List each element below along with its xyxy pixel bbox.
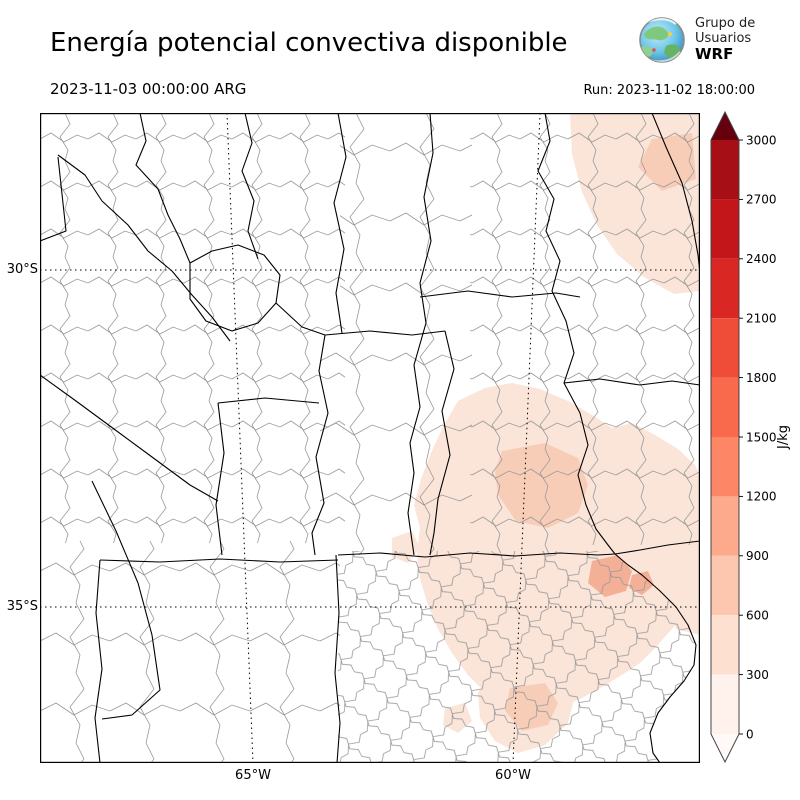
map-area	[39, 112, 701, 764]
colorbar-under-arrow	[711, 734, 739, 762]
logo-text: Grupo de Usuarios WRF	[695, 16, 755, 64]
colorbar-segments	[711, 140, 739, 734]
colorbar-tick-label: 0	[746, 727, 754, 741]
coastline	[614, 553, 697, 764]
globe-icon	[639, 17, 685, 63]
lon-tick-label-60w: 60°W	[495, 768, 531, 783]
colorbar-segment	[711, 258, 739, 319]
colorbar-segment	[711, 674, 739, 734]
colorbar-area: 3000 2700 2400 2100 1800 1500 1200 900 6…	[701, 106, 800, 800]
colorbar-tick-label: 300	[746, 668, 769, 682]
colorbar-unit-label: J/kg	[776, 425, 791, 450]
map-canvas	[39, 112, 701, 764]
map-frame	[40, 113, 700, 763]
colorbar-tick-label: 600	[746, 609, 769, 623]
colorbar-segment	[711, 140, 739, 200]
logo-line-3: WRF	[695, 45, 734, 64]
lon-tick-label-65w: 65°W	[235, 768, 271, 783]
colorbar: 3000 2700 2400 2100 1800 1500 1200 900 6…	[710, 110, 791, 764]
gridline-60w	[512, 112, 541, 764]
colorbar-tick-label: 2400	[746, 252, 777, 266]
page-title: Energía potencial convectiva disponible	[50, 28, 568, 58]
colorbar-tick-label: 900	[746, 549, 769, 563]
colorbar-tick-label: 1500	[746, 430, 777, 444]
graticule-layer	[40, 112, 700, 764]
colorbar-segment	[711, 555, 739, 616]
colorbar-over-arrow	[711, 112, 739, 140]
colorbar-tick-label: 2700	[746, 193, 777, 207]
colorbar-segment	[711, 199, 739, 259]
colorbar-tick-label: 1800	[746, 371, 777, 385]
department-boundaries-layer	[40, 113, 700, 763]
colorbar-segment	[711, 437, 739, 497]
province-boundaries-layer	[39, 112, 701, 764]
colorbar-segment	[711, 377, 739, 437]
colorbar-segment	[711, 318, 739, 378]
colorbar-segment	[711, 496, 739, 556]
logo-line-1: Grupo de	[695, 15, 756, 31]
lat-tick-label-30s: 30°S	[6, 262, 38, 277]
colorbar-tick-labels: 3000 2700 2400 2100 1800 1500 1200 900 6…	[746, 133, 777, 741]
lat-tick-label-35s: 35°S	[6, 599, 38, 614]
colorbar-segment	[711, 615, 739, 675]
valid-time-label: 2023-11-03 00:00:00 ARG	[50, 80, 247, 98]
run-time-label: Run: 2023-11-02 18:00:00	[583, 83, 755, 98]
colorbar-tick-label: 3000	[746, 133, 777, 147]
colorbar-tick-label: 2100	[746, 312, 777, 326]
colorbar-tick-marks	[739, 139, 743, 735]
logo-line-2: Usuarios	[695, 31, 752, 47]
gridline-65w	[226, 112, 254, 764]
wrf-logo: Grupo de Usuarios WRF	[636, 14, 755, 66]
colorbar-tick-label: 1200	[746, 490, 777, 504]
